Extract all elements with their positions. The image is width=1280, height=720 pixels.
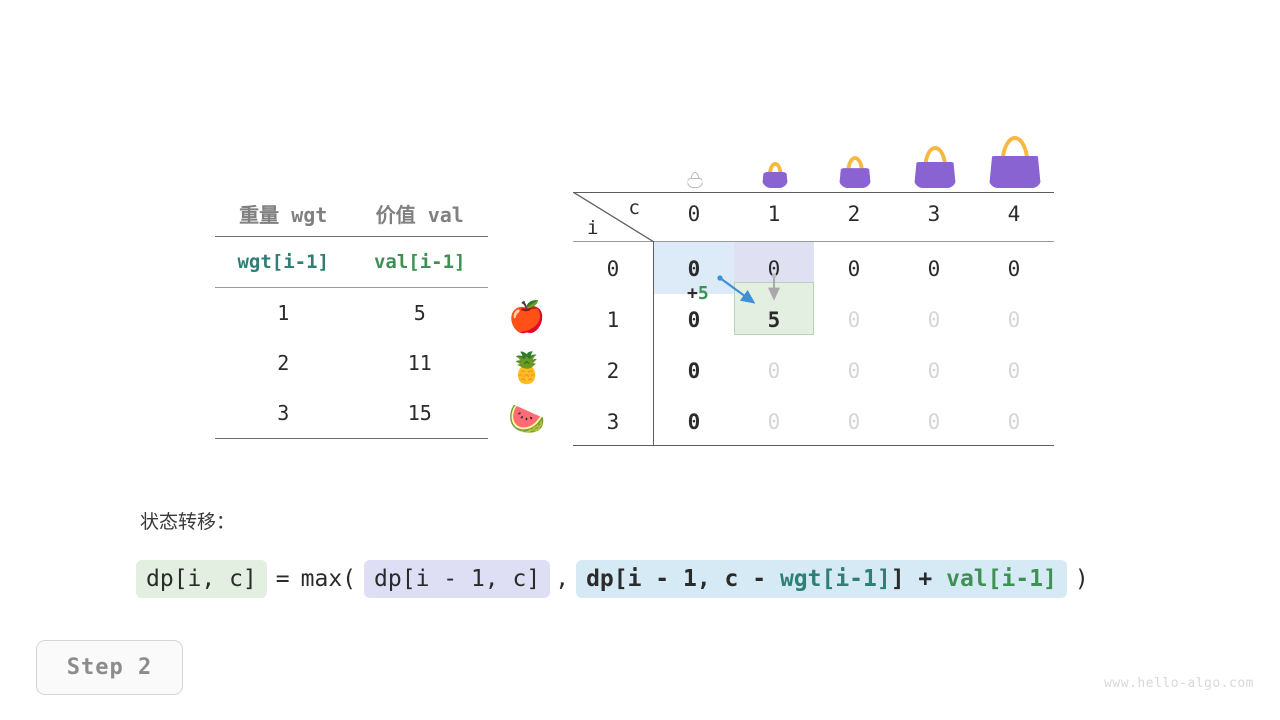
dp-rule-bottom xyxy=(573,445,1054,446)
dp-cell-i0-c2: 0 xyxy=(847,257,861,281)
items-row-3-val: 15 xyxy=(407,401,432,425)
dp-rule-top xyxy=(573,192,1054,193)
items-header-val: 价值 val xyxy=(375,202,464,227)
dp-col-header-0: 0 xyxy=(687,202,701,226)
plus-value-annotation: +5 xyxy=(687,283,709,304)
dp-col-header-1: 1 xyxy=(767,202,781,226)
items-row-2-wgt: 2 xyxy=(277,351,290,375)
items-table-rule-bottom xyxy=(215,438,488,439)
diagonal-line-icon xyxy=(573,192,654,242)
dp-corner-label-c: c xyxy=(628,197,640,219)
dp-row-header-1: 1 xyxy=(606,308,620,332)
step-badge: Step 2 xyxy=(36,640,183,695)
bag-capacity-3 xyxy=(895,146,975,192)
state-transition-formula: dp[i, c] = max( dp[i - 1, c] , dp[i - 1,… xyxy=(136,560,1097,598)
dp-cell-i1-c2: 0 xyxy=(847,308,861,332)
formula-term2-val: val[i-1] xyxy=(946,566,1057,592)
formula-max-open: max( xyxy=(300,566,357,592)
items-table-subheader-row: wgt[i-1] val[i-1] xyxy=(215,237,488,287)
dp-cell-i3-c2: 0 xyxy=(847,410,861,434)
dp-cell-i3-c0: 0 xyxy=(687,410,701,434)
dp-cell-i2-c0: 0 xyxy=(687,359,701,383)
dp-col-header-3: 3 xyxy=(927,202,941,226)
shopping-bag-icon xyxy=(687,172,703,188)
items-row-1: 1 5 xyxy=(215,288,488,338)
formula-term2-wgt: wgt[i-1] xyxy=(779,566,891,592)
bag-capacity-2 xyxy=(815,156,895,192)
apple-icon: 🍎 xyxy=(508,300,546,335)
watermark: www.hello-algo.com xyxy=(1104,676,1254,691)
shopping-bag-icon xyxy=(839,156,871,188)
dp-cell-i2-c2: 0 xyxy=(847,359,861,383)
dp-cell-i1-c4: 0 xyxy=(1007,308,1021,332)
items-row-1-wgt: 1 xyxy=(277,301,290,325)
bag-capacity-1 xyxy=(735,162,815,192)
dp-cell-i1-c0: 0 xyxy=(687,308,701,332)
formula-term2: dp[i - 1, c - wgt[i-1]] + val[i-1] xyxy=(576,560,1067,598)
items-row-3: 3 15 xyxy=(215,388,488,438)
formula-target: dp[i, c] xyxy=(136,560,267,598)
items-table-header-row: 重量 wgt 价值 val xyxy=(215,190,488,236)
items-row-2: 2 11 xyxy=(215,338,488,388)
formula-term2-mid: ] + xyxy=(890,566,947,592)
items-table-rule-mid xyxy=(215,287,488,288)
dp-row-header-0: 0 xyxy=(606,257,620,281)
items-table: 重量 wgt 价值 val wgt[i-1] val[i-1] 1 5 2 11… xyxy=(215,190,488,439)
state-transition-caption: 状态转移： xyxy=(140,511,236,533)
items-table-rule-top xyxy=(215,236,488,237)
dp-cell-i3-c1: 0 xyxy=(767,410,781,434)
dp-row-header-3: 3 xyxy=(606,410,620,434)
dp-table: c i 0 1 2 3 4 0 1 2 3 0 0 0 0 0 0 5 0 0 … xyxy=(573,192,1054,447)
formula-equals: = xyxy=(275,566,290,592)
dp-cell-i0-c4: 0 xyxy=(1007,257,1021,281)
plus-sign: + xyxy=(687,283,698,304)
dp-cell-i2-c4: 0 xyxy=(1007,359,1021,383)
formula-close-paren: ) xyxy=(1074,566,1089,592)
items-header-wgt: 重量 wgt xyxy=(239,202,328,227)
items-subheader-wgt: wgt[i-1] xyxy=(237,251,329,273)
items-row-1-val: 5 xyxy=(413,301,426,325)
shopping-bag-icon xyxy=(914,146,956,188)
dp-row-header-2: 2 xyxy=(606,359,620,383)
dp-corner-cell: c i xyxy=(573,192,654,242)
plus-amount: 5 xyxy=(697,283,709,304)
dp-cell-i0-c0: 0 xyxy=(687,257,701,281)
watermelon-icon: 🍉 xyxy=(508,402,546,437)
bag-capacity-0 xyxy=(655,172,735,192)
items-row-2-val: 11 xyxy=(407,351,432,375)
shopping-bag-icon xyxy=(989,136,1041,188)
formula-comma: , xyxy=(555,566,570,592)
dp-cell-i0-c3: 0 xyxy=(927,257,941,281)
formula-term2-prefix: dp[i - 1, c - xyxy=(586,566,780,592)
dp-cell-i1-c3: 0 xyxy=(927,308,941,332)
items-subheader-val: val[i-1] xyxy=(373,251,466,273)
pineapple-icon: 🍍 xyxy=(508,351,546,386)
shopping-bag-icon xyxy=(762,162,788,188)
dp-cell-i3-c4: 0 xyxy=(1007,410,1021,434)
bag-capacity-row xyxy=(655,126,1055,192)
items-row-3-wgt: 3 xyxy=(277,401,290,425)
dp-rule-mid xyxy=(573,241,1054,242)
dp-col-header-4: 4 xyxy=(1007,202,1021,226)
dp-cell-i0-c1: 0 xyxy=(767,257,781,281)
dp-cell-i3-c3: 0 xyxy=(927,410,941,434)
dp-corner-label-i: i xyxy=(587,217,599,239)
dp-cell-i2-c3: 0 xyxy=(927,359,941,383)
dp-cell-i1-c1: 5 xyxy=(767,308,781,332)
dp-vertical-divider xyxy=(653,241,654,446)
formula-term1: dp[i - 1, c] xyxy=(364,560,551,598)
bag-capacity-4 xyxy=(975,136,1055,192)
dp-col-header-2: 2 xyxy=(847,202,861,226)
dp-cell-i2-c1: 0 xyxy=(767,359,781,383)
